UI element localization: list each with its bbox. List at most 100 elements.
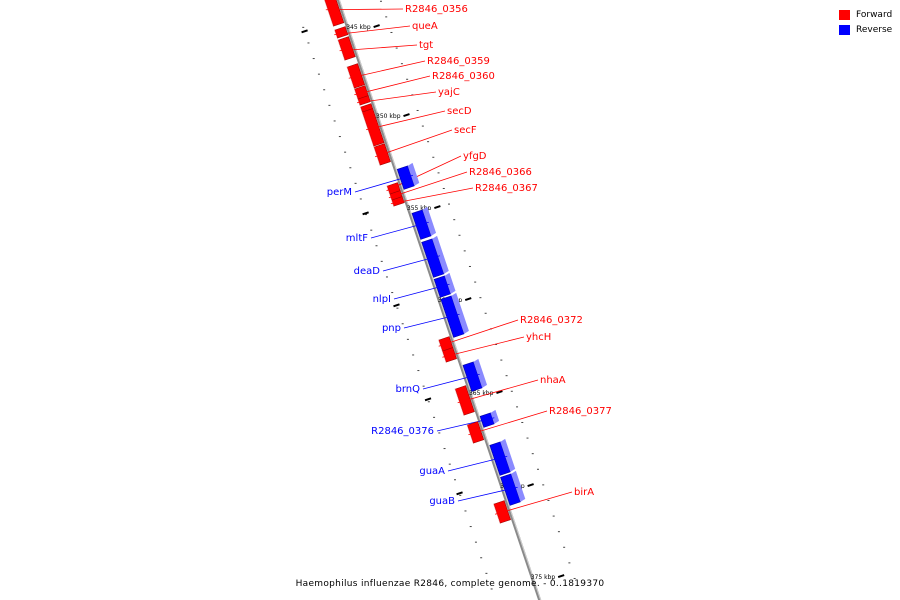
- gene-brnq-shade: [473, 358, 488, 388]
- gene-nhaa-label: nhaA: [540, 375, 566, 386]
- gene-r2846-0372-label: R2846_0372: [520, 315, 583, 326]
- gene-r2846-0360-shade: [353, 88, 358, 100]
- gene-r2846-0367-shade: [390, 199, 394, 207]
- gene-quea-leader: [334, 25, 411, 36]
- gene-mltf-label: mltF: [346, 233, 368, 244]
- scale-major-tick: [403, 113, 410, 118]
- gene-r2846-0376-leader: [436, 417, 495, 432]
- gene-r2846-0366-shade: [388, 193, 392, 201]
- gene-dead-label: deaD: [354, 266, 381, 277]
- backbone-line: [336, 0, 542, 600]
- gene-brnq-leader: [422, 373, 480, 390]
- gene-r2846-0367-label: R2846_0367: [475, 183, 538, 194]
- genome-caption: Haemophilus influenzae R2846, complete g…: [295, 579, 605, 589]
- scale-label: 355 kbp: [407, 205, 432, 212]
- gene-bira-label: birA: [574, 487, 594, 498]
- gene-dead-shade: [432, 235, 449, 274]
- gene-mltf-leader: [370, 221, 429, 239]
- gene-yajc-label: yajC: [438, 87, 460, 98]
- gene-r2846-0377-shade: [466, 424, 474, 444]
- gene-guab-shade: [511, 470, 526, 502]
- gene-yfgd-leader: [386, 155, 462, 192]
- gene-segment-shade: [359, 106, 363, 113]
- gene-r2846-0377-leader: [468, 410, 548, 436]
- gene-r2846-0359-leader: [348, 60, 426, 79]
- scale-major-tick: [496, 390, 503, 395]
- gene-yhch-label: yhcH: [526, 332, 551, 343]
- scale-major-tick: [527, 483, 534, 488]
- legend-forward: Forward: [839, 10, 892, 20]
- gene-quea-label: queA: [412, 21, 438, 32]
- gene-nhaa-leader: [457, 379, 539, 404]
- gene-quea-shade: [333, 29, 338, 39]
- scale-major-tick: [434, 205, 441, 210]
- gene-yajc-shade: [357, 98, 360, 106]
- scale-minor-tick: [393, 303, 400, 308]
- gene-secd-shade: [361, 111, 374, 147]
- gene-nlpi-label: nlpI: [373, 294, 391, 305]
- gene-r2846-0359-shade: [346, 66, 355, 89]
- gene-nlpi-shade: [444, 272, 456, 294]
- scale-label: 375 kbp: [531, 574, 556, 581]
- gene-tgt-label: tgt: [419, 40, 433, 51]
- gene-guaa-shade: [500, 438, 516, 472]
- backbone-highlight: [338, 0, 542, 600]
- gene-perm-shade: [407, 162, 420, 186]
- scale-minor-tick: [301, 29, 308, 34]
- gene-r2846-0356-label: R2846_0356: [405, 4, 468, 15]
- gene-mltf-shade: [422, 206, 437, 236]
- gene-r2846-0367-leader: [390, 187, 474, 205]
- gene-r2846-0376-label: R2846_0376: [371, 426, 434, 437]
- gene-pnp-label: pnp: [382, 323, 401, 334]
- scale-minor-tick: [362, 211, 369, 216]
- scale-major-tick: [557, 574, 565, 579]
- gene-dead-leader: [382, 255, 441, 272]
- gene-r2846-0366-leader: [388, 171, 468, 199]
- gene-yajc-leader: [356, 91, 437, 104]
- gene-secd-leader: [365, 110, 446, 131]
- scale-label: 350 kbp: [376, 113, 401, 120]
- legend-reverse: Reverse: [839, 25, 892, 35]
- gene-tgt-shade: [337, 39, 345, 61]
- gene-guab-leader: [457, 486, 518, 502]
- gene-r2846-0372-leader: [438, 319, 519, 347]
- scale-label: 365 kbp: [469, 390, 494, 397]
- legend-reverse-label: Reverse: [856, 25, 893, 35]
- gene-r2846-0356-leader: [325, 8, 404, 11]
- legend-forward-swatch: [839, 10, 850, 20]
- gene-bira-leader: [494, 491, 573, 515]
- gene-secf-leader: [374, 129, 453, 158]
- gene-yfgd-label: yfgD: [463, 151, 487, 162]
- gene-tgt-leader: [339, 44, 418, 52]
- gene-secf-shade: [373, 146, 381, 166]
- scale-major-tick: [464, 297, 472, 302]
- gene-pnp-leader: [403, 313, 460, 329]
- gene-yhch-shade: [441, 350, 447, 363]
- gene-secf-label: secF: [454, 125, 477, 136]
- gene-perm-leader: [354, 174, 414, 193]
- gene-secd-label: secD: [447, 106, 472, 117]
- gene-nlpi-leader: [393, 283, 450, 300]
- gene-yfgd-shade: [386, 185, 390, 195]
- gene-r2846-0359-label: R2846_0359: [427, 56, 490, 67]
- scale-label: 345 kbp: [346, 24, 371, 31]
- legend-forward-label: Forward: [856, 10, 893, 20]
- scale-minor-tick: [424, 397, 432, 402]
- scale-major-tick: [373, 24, 380, 29]
- gene-yhch-leader: [442, 336, 525, 358]
- gene-r2846-0360-label: R2846_0360: [432, 71, 495, 82]
- gene-r2846-0377-label: R2846_0377: [549, 406, 612, 417]
- gene-r2846-0356-shade: [324, 0, 334, 27]
- gene-pnp-shade: [451, 292, 469, 334]
- gene-r2846-0376-shade: [490, 409, 500, 424]
- gene-nhaa-shade: [454, 388, 464, 416]
- gene-r2846-0372-shade: [437, 339, 443, 352]
- gene-guaa-leader: [447, 455, 508, 472]
- gene-bira-shade: [492, 503, 501, 524]
- gene-guaa-label: guaA: [419, 466, 445, 477]
- gene-r2846-0366-label: R2846_0366: [469, 167, 532, 178]
- gene-perm-label: perM: [327, 187, 352, 198]
- gene-brnq-label: brnQ: [396, 384, 421, 395]
